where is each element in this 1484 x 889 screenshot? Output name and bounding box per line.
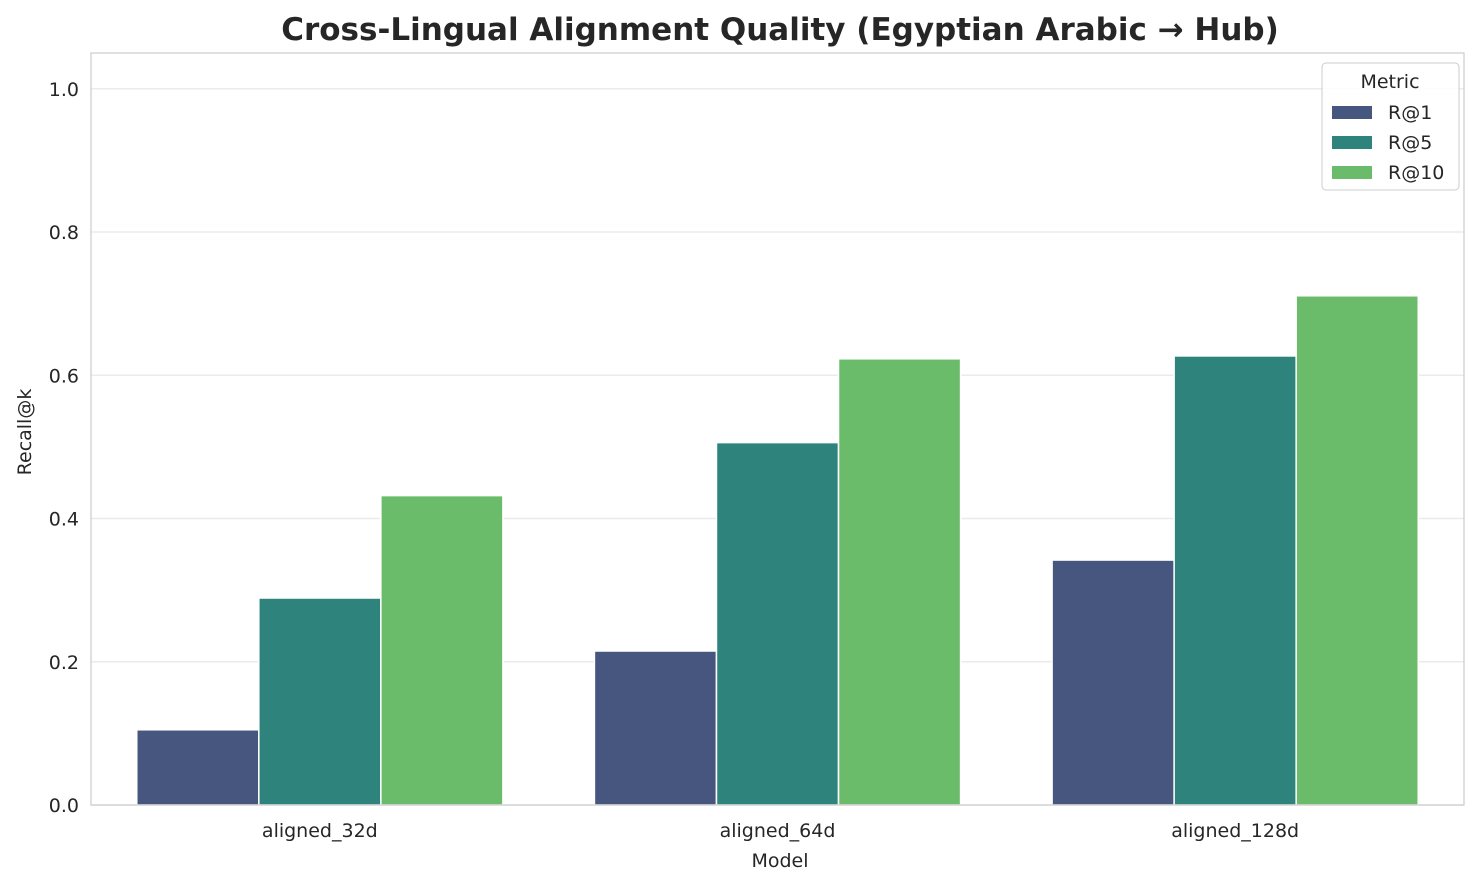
bar-R@5-aligned_32d: [258, 597, 382, 806]
legend-box: [1321, 62, 1460, 191]
y-tick-label: 0.4: [49, 509, 79, 531]
y-tick-label: 0.2: [49, 652, 79, 674]
legend-title: Metric: [1360, 71, 1419, 93]
chart-title: Cross-Lingual Alignment Quality (Egyptia…: [281, 12, 1279, 48]
y-axis-label: Recall@k: [14, 389, 36, 476]
y-tick-label: 0.6: [49, 365, 79, 387]
legend-swatch-R@5: [1332, 136, 1372, 149]
bar-R@1-aligned_32d: [136, 729, 260, 806]
x-tick-label: aligned_128d: [1171, 820, 1299, 842]
y-tick-label: 0.0: [49, 795, 79, 817]
bar-R@10-aligned_32d: [380, 494, 504, 806]
bar-R@1-aligned_64d: [593, 650, 718, 806]
legend: Metric R@1 R@5 R@10: [1321, 62, 1460, 191]
legend-label: R@1: [1388, 102, 1432, 124]
bar-R@1-aligned_128d: [1051, 559, 1175, 806]
bar-R@10-aligned_128d: [1295, 295, 1419, 806]
y-tick-label: 1.0: [49, 79, 79, 101]
bar-R@10-aligned_64d: [837, 358, 962, 806]
y-tick-label: 0.8: [49, 222, 79, 244]
legend-swatch-R@10: [1332, 166, 1372, 179]
x-axis-label: Model: [751, 850, 808, 872]
plot-frame: [90, 52, 1465, 806]
x-tick-label: aligned_64d: [720, 820, 836, 842]
legend-label: R@10: [1388, 162, 1444, 184]
legend-swatch-R@1: [1332, 106, 1372, 119]
bar-R@5-aligned_64d: [715, 441, 840, 806]
x-tick-label: aligned_32d: [262, 820, 378, 842]
legend-label: R@5: [1388, 132, 1432, 154]
bar-R@5-aligned_128d: [1173, 355, 1297, 806]
